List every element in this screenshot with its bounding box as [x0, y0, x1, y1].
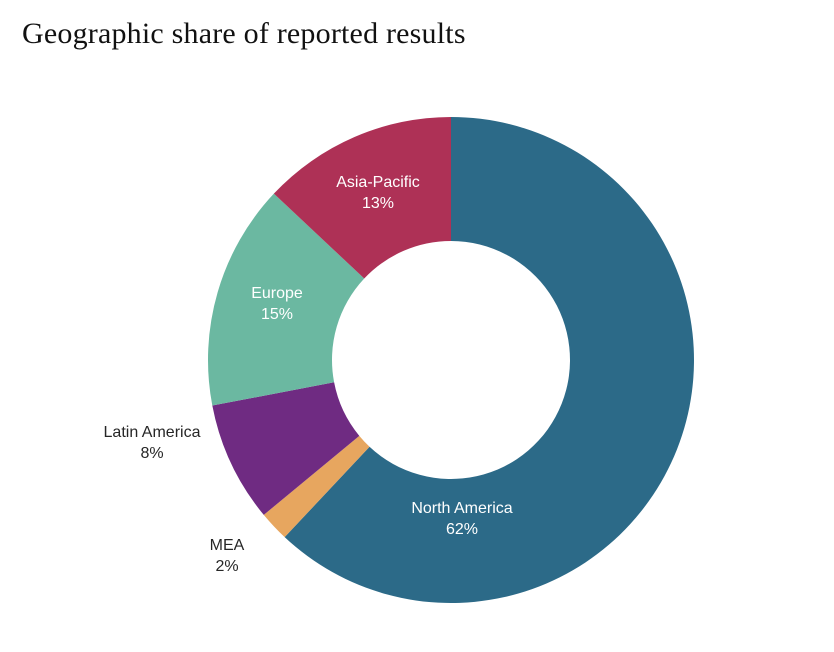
slice-label-asia-pacific: Asia-Pacific 13%	[336, 174, 420, 212]
donut-segment-mea	[263, 435, 370, 538]
donut-segment-europe	[208, 193, 365, 406]
slice-label-europe: Europe 15%	[251, 285, 303, 323]
donut-segment-asia-pacific	[273, 117, 451, 279]
donut-segment-latin-america	[212, 382, 360, 515]
donut-segment-north-america	[284, 117, 694, 603]
chart-title: Geographic share of reported results	[22, 17, 466, 50]
slice-label-north-america: North America 62%	[411, 500, 512, 538]
slice-label-mea: MEA 2%	[210, 537, 245, 575]
slice-label-latin-america: Latin America 8%	[104, 424, 201, 462]
